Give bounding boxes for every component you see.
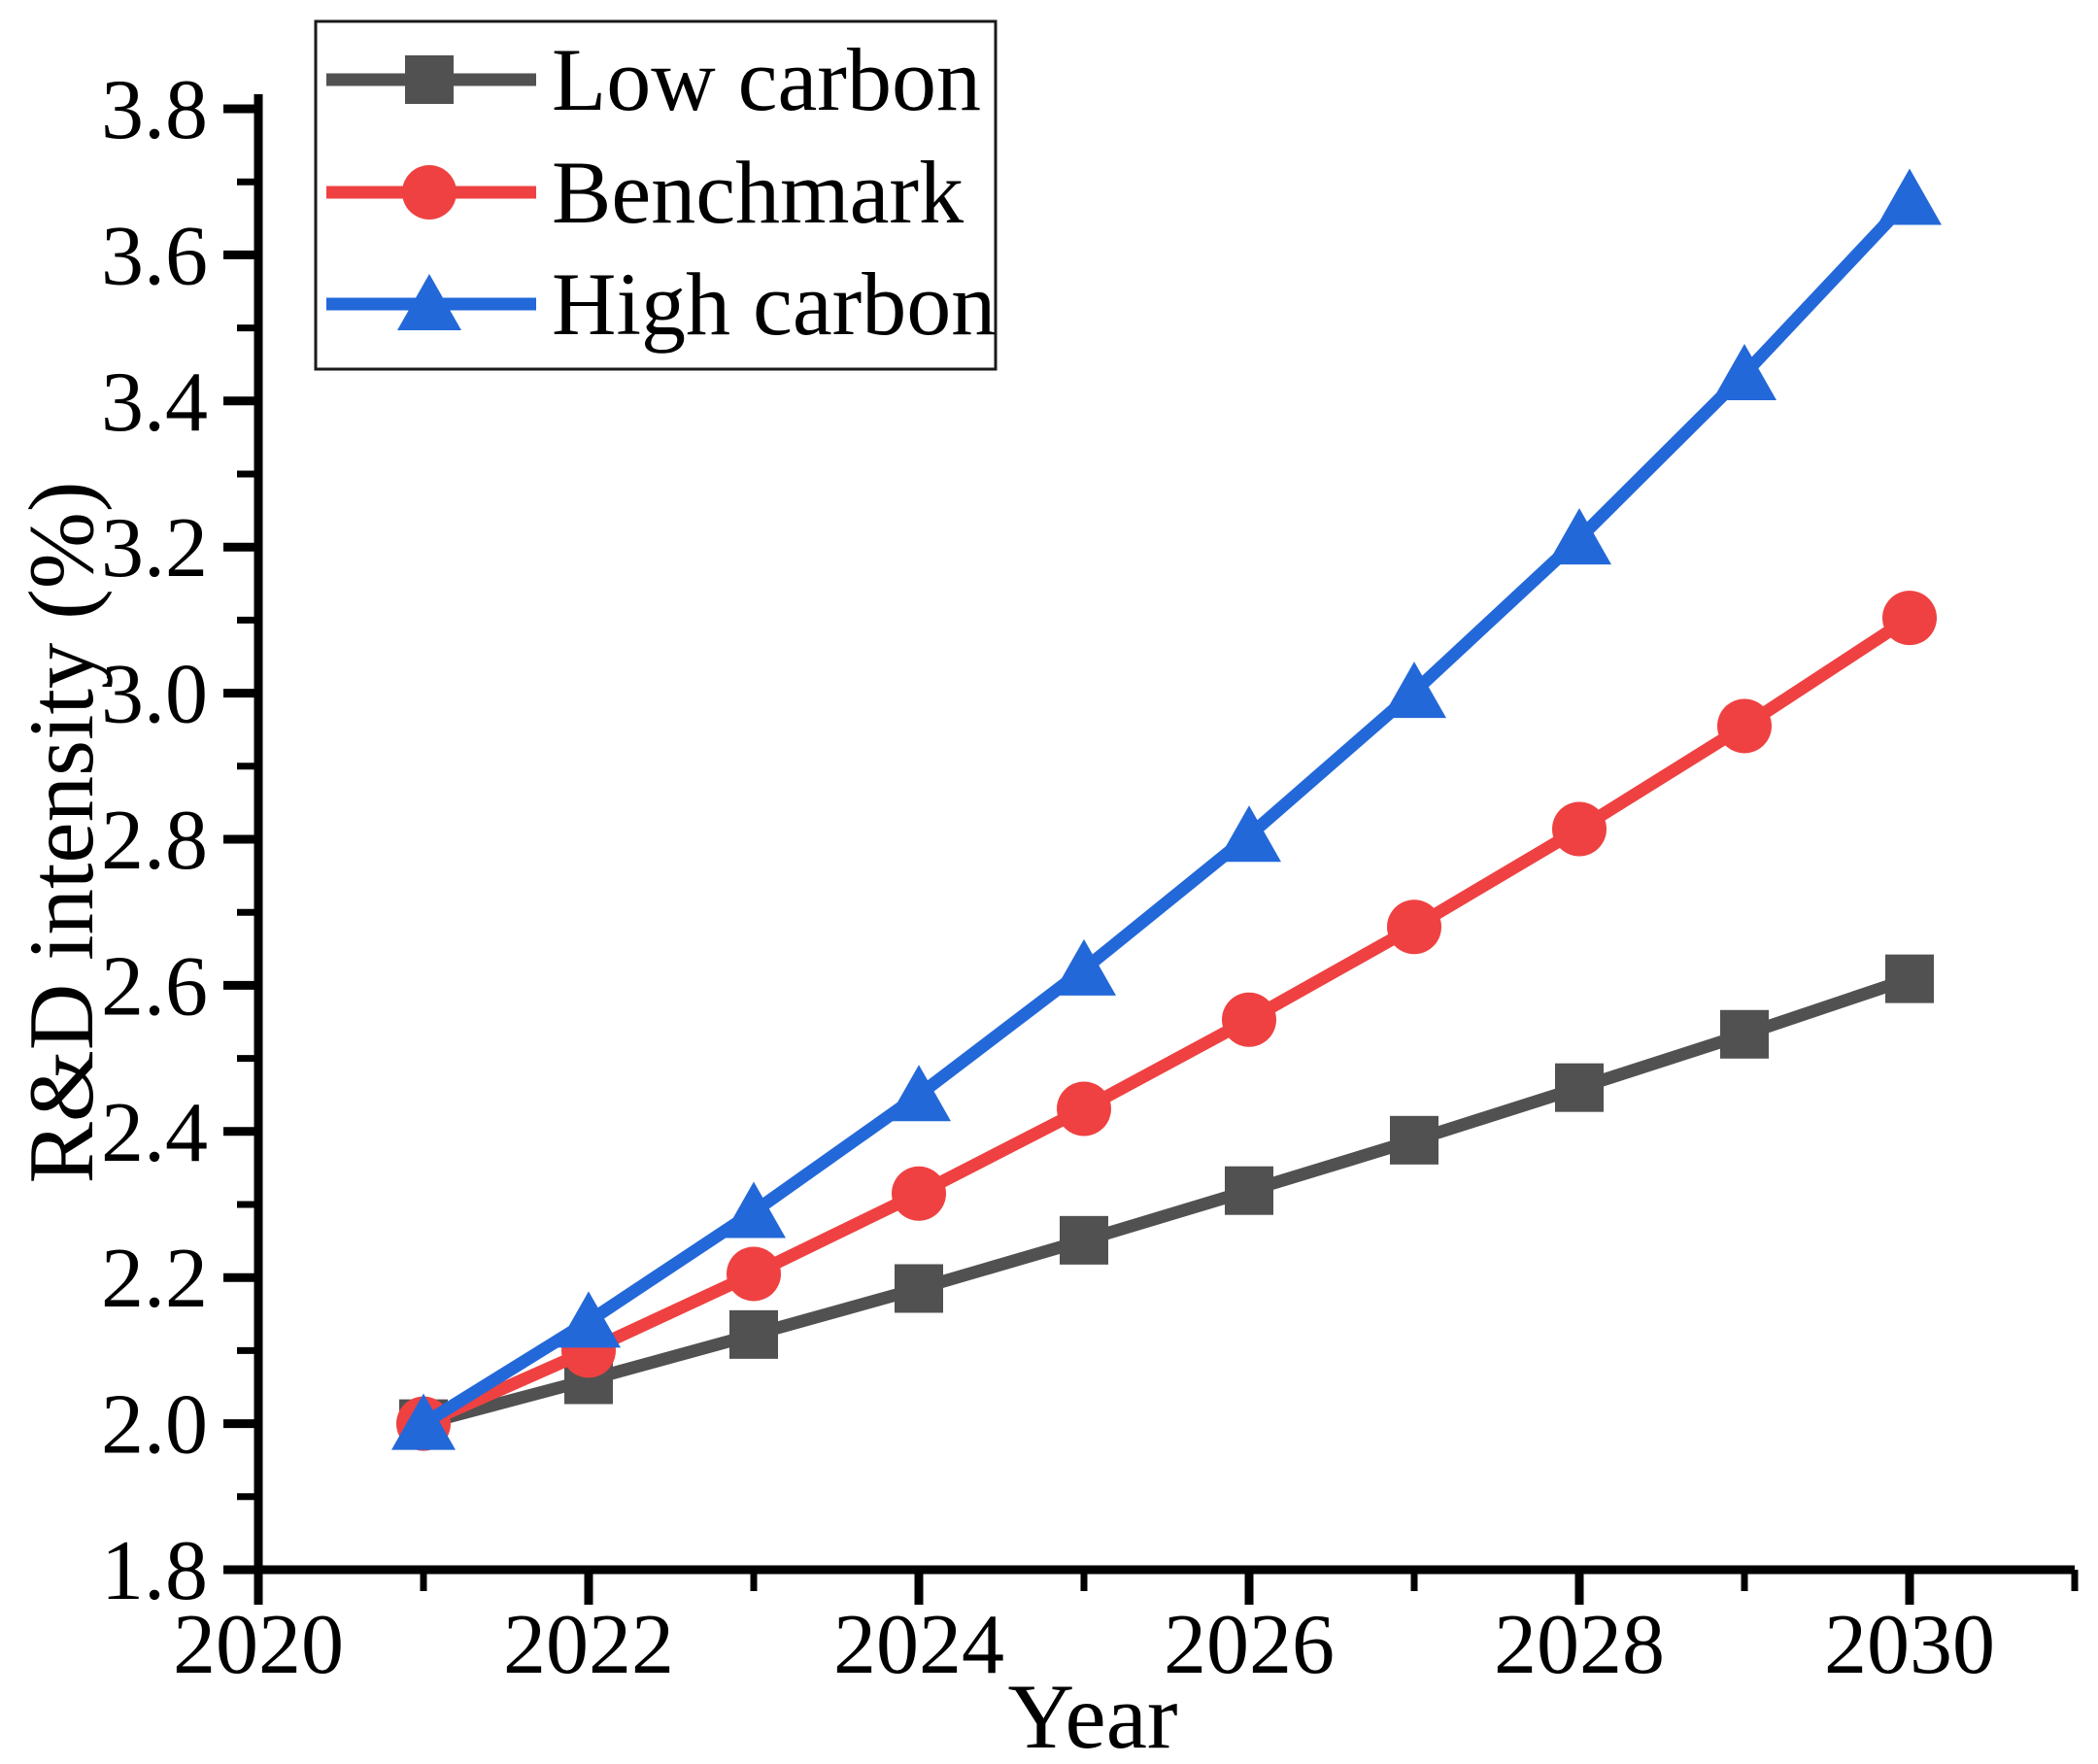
legend-item-benchmark: Benchmark — [326, 143, 964, 242]
data-point-marker — [1547, 508, 1611, 565]
series-layer — [391, 168, 1942, 1451]
axes-layer: 2020 2022 2024 2026 2028 2030 1.8 2.0 2.2 2.4 2.6 2… — [101, 63, 2079, 1692]
data-point-marker — [1882, 591, 1937, 646]
x-tick-label: 2022 — [503, 1598, 674, 1692]
data-point-marker — [1878, 168, 1942, 225]
data-point-marker — [729, 1309, 778, 1359]
data-point-marker — [405, 55, 454, 104]
data-point-marker — [1555, 1063, 1604, 1112]
data-point-marker — [1382, 662, 1446, 719]
data-point-marker — [1387, 899, 1441, 955]
data-point-marker — [1885, 954, 1934, 1003]
data-point-marker — [1552, 801, 1607, 857]
x-tick-label: 2020 — [173, 1598, 344, 1692]
data-point-marker — [1217, 805, 1281, 863]
x-tick-label: 2024 — [833, 1598, 1004, 1692]
legend-item-label: Low carbon — [552, 30, 981, 129]
x-tick-label: 2028 — [1494, 1598, 1665, 1692]
y-tick-label: 3.4 — [101, 356, 208, 450]
series-line-low-carbon — [417, 972, 1916, 1431]
legend-item-low-carbon: Low carbon — [326, 30, 981, 129]
data-point-marker — [887, 1065, 951, 1122]
data-point-marker — [727, 1246, 781, 1302]
data-point-marker — [1712, 343, 1777, 400]
y-tick-label: 3.8 — [101, 63, 208, 157]
data-point-marker — [895, 1264, 943, 1313]
x-tick-label: 2026 — [1164, 1598, 1335, 1692]
series-line-high-carbon — [417, 191, 1916, 1431]
data-point-marker — [1052, 938, 1116, 996]
data-point-marker — [1225, 1166, 1273, 1215]
data-point-marker — [1060, 1215, 1108, 1265]
data-point-marker — [1720, 1009, 1769, 1059]
y-tick-label: 2.0 — [101, 1378, 208, 1473]
y-axis-title: R&D intensity (%) — [10, 482, 113, 1184]
data-point-marker — [397, 274, 461, 330]
y-tick-label: 3.0 — [101, 648, 208, 742]
y-tick-label: 2.6 — [101, 939, 208, 1034]
legend-item-label: High carbon — [552, 254, 996, 354]
y-tick-label: 3.6 — [101, 209, 208, 303]
data-point-marker — [1390, 1115, 1438, 1165]
data-point-marker — [892, 1166, 946, 1221]
y-tick-label: 2.2 — [101, 1232, 208, 1326]
series-low-carbon — [399, 954, 1934, 1448]
y-tick-label: 2.4 — [101, 1086, 208, 1180]
data-point-marker — [722, 1181, 786, 1238]
data-point-marker — [391, 1393, 456, 1450]
series-benchmark — [396, 591, 1937, 1451]
data-point-marker — [1222, 992, 1276, 1047]
series-high-carbon — [391, 168, 1942, 1450]
data-point-marker — [557, 1291, 621, 1348]
data-point-marker — [1717, 698, 1772, 754]
y-tick-label: 3.2 — [101, 501, 208, 595]
x-tick-label: 2030 — [1824, 1598, 1995, 1692]
data-point-marker — [1057, 1081, 1111, 1136]
legend-item-label: Benchmark — [552, 143, 964, 242]
x-axis-title: Year — [1007, 1665, 1177, 1764]
legend: Low carbon Benchmark High carbon — [314, 19, 998, 371]
legend-item-high-carbon: High carbon — [326, 254, 996, 354]
data-point-marker — [402, 165, 457, 220]
y-tick-label: 1.8 — [101, 1524, 208, 1618]
series-line-benchmark — [417, 611, 1916, 1431]
y-tick-label: 2.8 — [101, 794, 208, 888]
